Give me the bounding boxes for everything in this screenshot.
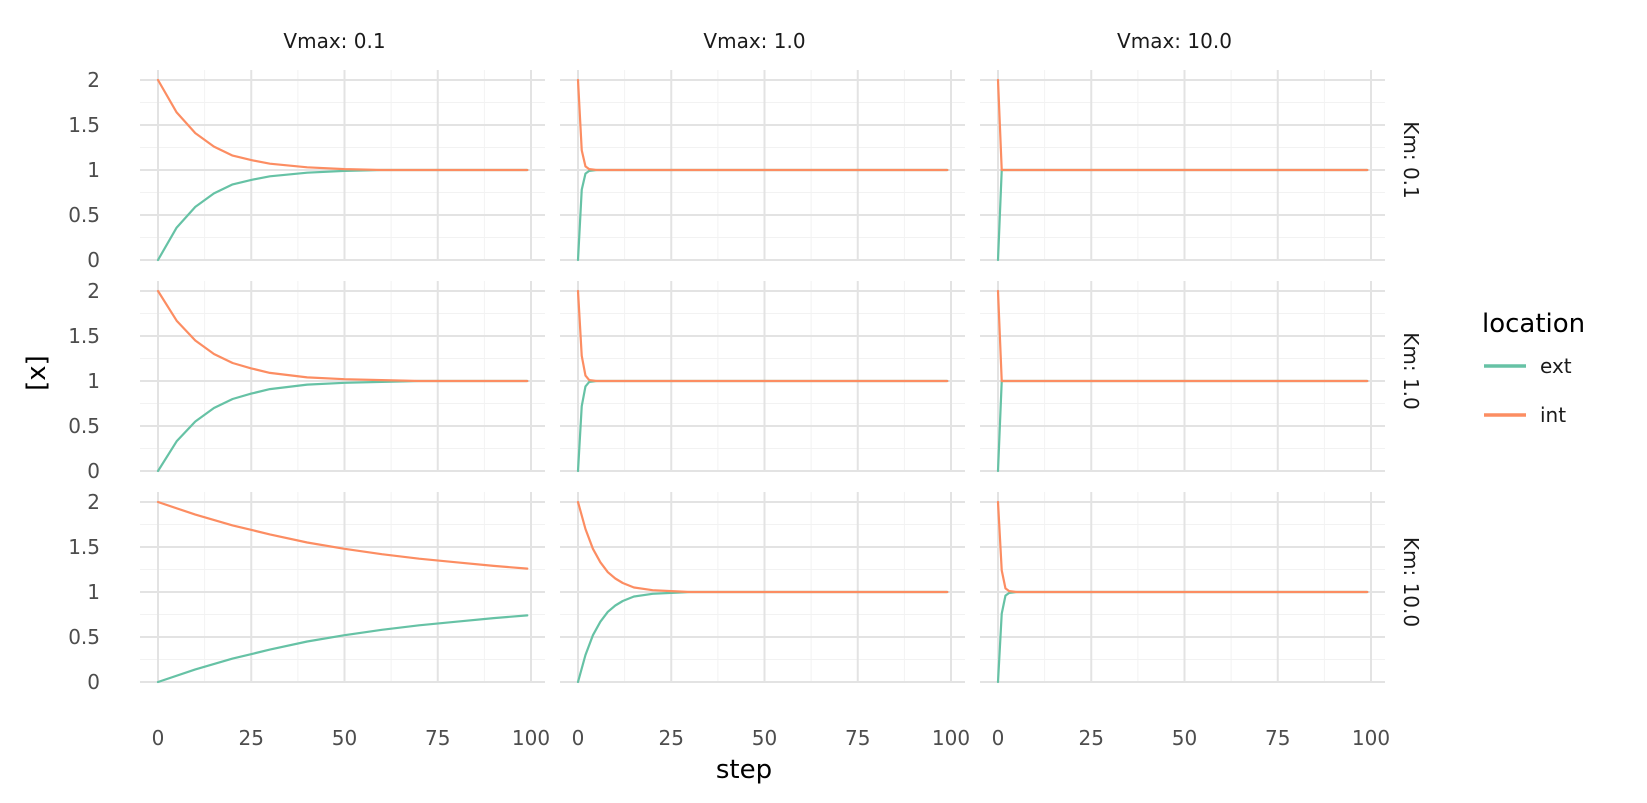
y-tick-label: 2	[87, 490, 100, 514]
series-line-int	[996, 78, 1369, 172]
series-group-r1-c1	[576, 289, 949, 473]
legend-entry: int	[1484, 403, 1566, 427]
y-tick-label: 1.5	[68, 324, 100, 348]
series-line-ext	[576, 590, 949, 684]
series-group-r0-c1	[576, 78, 949, 262]
series-line-int	[576, 289, 949, 383]
y-tick-label: 0.5	[68, 203, 100, 227]
series-group-r2-c2	[996, 500, 1369, 684]
y-tick-label: 1.5	[68, 113, 100, 137]
x-tick-label: 75	[1265, 726, 1290, 750]
series-line-int	[156, 78, 529, 172]
axis-ticks: 0 0.5 1 1.5 2 0 0.5 1 1.5 2 0 0.5 1 1.5 2 0 25 50 75 100 0 25…	[68, 68, 1390, 750]
y-tick-label: 0.5	[68, 625, 100, 649]
y-tick-label: 2	[87, 68, 100, 92]
x-tick-label: 100	[512, 726, 550, 750]
y-tick-label: 0	[87, 670, 100, 694]
series-line-int	[156, 289, 529, 383]
x-tick-label: 25	[659, 726, 684, 750]
series-group-r0-c2	[996, 78, 1369, 262]
series-line-int	[156, 500, 529, 570]
series-line-ext	[156, 379, 529, 473]
x-tick-label: 0	[572, 726, 585, 750]
series-group-r1-c0	[156, 289, 529, 473]
row-strip-label: Km: 0.1	[1399, 121, 1423, 199]
legend-entry: ext	[1484, 354, 1572, 378]
x-tick-label: 50	[1172, 726, 1197, 750]
x-tick-label: 25	[1079, 726, 1104, 750]
y-tick-label: 1	[87, 158, 100, 182]
panel-r2-c1	[560, 492, 965, 683]
x-tick-label: 50	[332, 726, 357, 750]
row-strip-label: Km: 10.0	[1399, 537, 1423, 627]
x-tick-label: 50	[752, 726, 777, 750]
legend-label: int	[1540, 403, 1566, 427]
panel-r1-c1	[560, 281, 965, 472]
panel-r0-c0	[140, 70, 545, 261]
col-strip-label: Vmax: 1.0	[703, 29, 805, 53]
legend-title: location	[1482, 309, 1585, 339]
y-axis-title: [x]	[22, 355, 52, 391]
panel-r1-c0	[140, 281, 545, 472]
panel-r0-c1	[560, 70, 965, 261]
x-tick-label: 75	[845, 726, 870, 750]
panel-r2-c0	[140, 492, 545, 683]
strip-labels: Vmax: 0.1 Vmax: 1.0 Vmax: 10.0 Km: 0.1 Km: 1…	[283, 29, 1423, 627]
legend-label: ext	[1540, 354, 1572, 378]
y-tick-label: 0	[87, 459, 100, 483]
series-group-r2-c1	[576, 500, 949, 684]
panel-r0-c2	[980, 70, 1385, 261]
panel-r1-c2	[980, 281, 1385, 472]
series-group-r1-c2	[996, 289, 1369, 473]
panels-layer	[140, 70, 1385, 684]
x-tick-label: 25	[239, 726, 264, 750]
series-line-ext	[156, 614, 529, 684]
x-tick-label: 100	[1352, 726, 1390, 750]
col-strip-label: Vmax: 10.0	[1117, 29, 1232, 53]
legend: location ext int	[1482, 309, 1585, 427]
y-tick-label: 0	[87, 248, 100, 272]
series-line-ext	[156, 168, 529, 262]
series-line-int	[576, 500, 949, 594]
x-tick-label: 100	[932, 726, 970, 750]
y-tick-label: 2	[87, 279, 100, 303]
x-tick-label: 75	[425, 726, 450, 750]
row-strip-label: Km: 1.0	[1399, 332, 1423, 410]
series-group-r0-c0	[156, 78, 529, 262]
y-tick-label: 1	[87, 580, 100, 604]
series-group-r2-c0	[156, 500, 529, 684]
col-strip-label: Vmax: 0.1	[283, 29, 385, 53]
x-tick-label: 0	[152, 726, 165, 750]
x-axis-title: step	[716, 755, 772, 785]
y-tick-label: 1	[87, 369, 100, 393]
series-line-int	[996, 500, 1369, 594]
y-tick-label: 0.5	[68, 414, 100, 438]
panel-r2-c2	[980, 492, 1385, 683]
y-tick-label: 1.5	[68, 535, 100, 559]
series-line-int	[576, 78, 949, 172]
legend-entries: ext int	[1484, 354, 1572, 427]
series-line-int	[996, 289, 1369, 383]
x-tick-label: 0	[992, 726, 1005, 750]
